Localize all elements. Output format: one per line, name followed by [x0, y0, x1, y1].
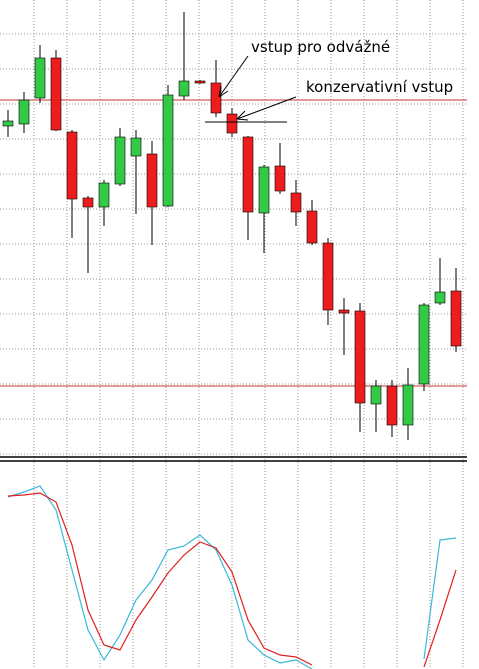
candle-body: [210, 82, 222, 114]
candle-body: [386, 385, 398, 426]
arrow: [218, 55, 249, 98]
arrow-head: [236, 110, 249, 121]
candle-body: [306, 210, 318, 244]
oscillator: [7, 485, 457, 669]
candle-body: [130, 137, 142, 157]
candle-body: [2, 120, 14, 127]
candle-body: [242, 136, 254, 213]
candle-body: [34, 57, 46, 99]
candles: [2, 12, 462, 440]
annotation: vstup pro odvážné: [251, 38, 390, 56]
candle-body: [194, 80, 206, 84]
arrow: [236, 96, 297, 120]
annotation: konzervativní vstup: [306, 78, 453, 96]
candle-body: [322, 242, 334, 311]
candle-body: [146, 153, 158, 208]
candle-body: [370, 385, 382, 405]
candle-body: [114, 136, 126, 185]
candle-body: [418, 304, 430, 385]
candle-body: [274, 165, 286, 192]
candle-body: [18, 99, 30, 125]
candle-body: [162, 94, 174, 207]
candle-body: [338, 309, 350, 314]
candle-body: [98, 182, 110, 208]
oscillator-line: [7, 492, 457, 668]
candle-body: [50, 57, 62, 131]
candle-body: [178, 80, 190, 97]
arrow-head: [218, 85, 229, 98]
candle-body: [290, 192, 302, 213]
candle-body: [434, 291, 446, 304]
candle-body: [258, 166, 270, 214]
candle-body: [402, 384, 414, 426]
candle-body: [450, 290, 462, 347]
candle-body: [82, 197, 94, 208]
candle-body: [66, 131, 78, 200]
oscillator-line: [7, 485, 457, 669]
candle-body: [354, 310, 366, 404]
candle-body: [226, 113, 238, 134]
